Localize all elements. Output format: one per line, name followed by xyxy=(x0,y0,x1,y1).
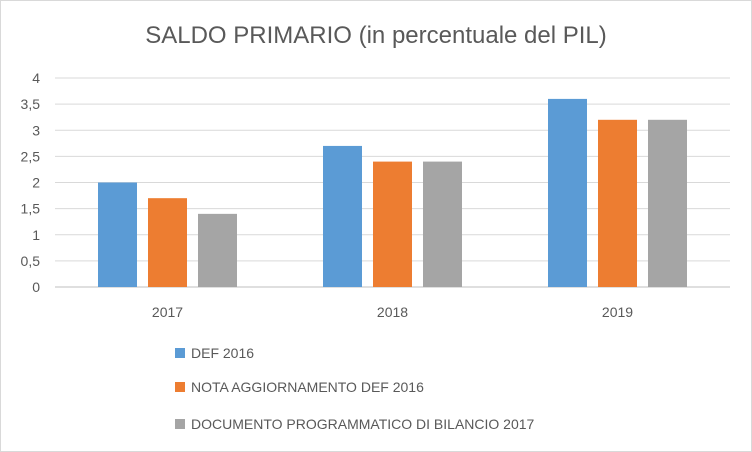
legend-swatch xyxy=(175,382,185,392)
chart-title: SALDO PRIMARIO (in percentuale del PIL) xyxy=(145,22,607,49)
legend-item: DOCUMENTO PROGRAMMATICO DI BILANCIO 2017 xyxy=(175,416,534,432)
x-tick-label: 2017 xyxy=(152,304,183,320)
bar xyxy=(323,145,362,287)
bar xyxy=(598,119,637,287)
legend-item: DEF 2016 xyxy=(175,345,254,361)
bar xyxy=(548,98,587,288)
y-tick-label: 1,5 xyxy=(21,201,41,217)
bar xyxy=(198,213,237,287)
legend-swatch xyxy=(175,348,185,358)
y-tick-label: 1 xyxy=(32,227,40,243)
y-tick-label: 2 xyxy=(32,175,40,191)
legend-swatch xyxy=(175,419,185,429)
bar xyxy=(373,161,412,287)
legend-label: DEF 2016 xyxy=(191,345,255,361)
x-tick-label: 2018 xyxy=(377,304,408,320)
bar xyxy=(648,119,687,287)
legend-label: DOCUMENTO PROGRAMMATICO DI BILANCIO 2017 xyxy=(191,416,535,432)
y-tick-label: 3,5 xyxy=(21,96,41,112)
y-tick-label: 3 xyxy=(32,122,40,138)
bar xyxy=(148,198,187,287)
x-tick-label: 2019 xyxy=(602,304,633,320)
bar xyxy=(98,182,137,287)
legend-label: NOTA AGGIORNAMENTO DEF 2016 xyxy=(191,379,424,395)
legend-item: NOTA AGGIORNAMENTO DEF 2016 xyxy=(175,379,424,395)
y-tick-label: 2,5 xyxy=(21,148,41,164)
y-tick-label: 4 xyxy=(32,70,40,86)
y-tick-label: 0,5 xyxy=(21,253,41,269)
bar xyxy=(423,161,462,287)
y-tick-label: 0 xyxy=(32,279,40,295)
